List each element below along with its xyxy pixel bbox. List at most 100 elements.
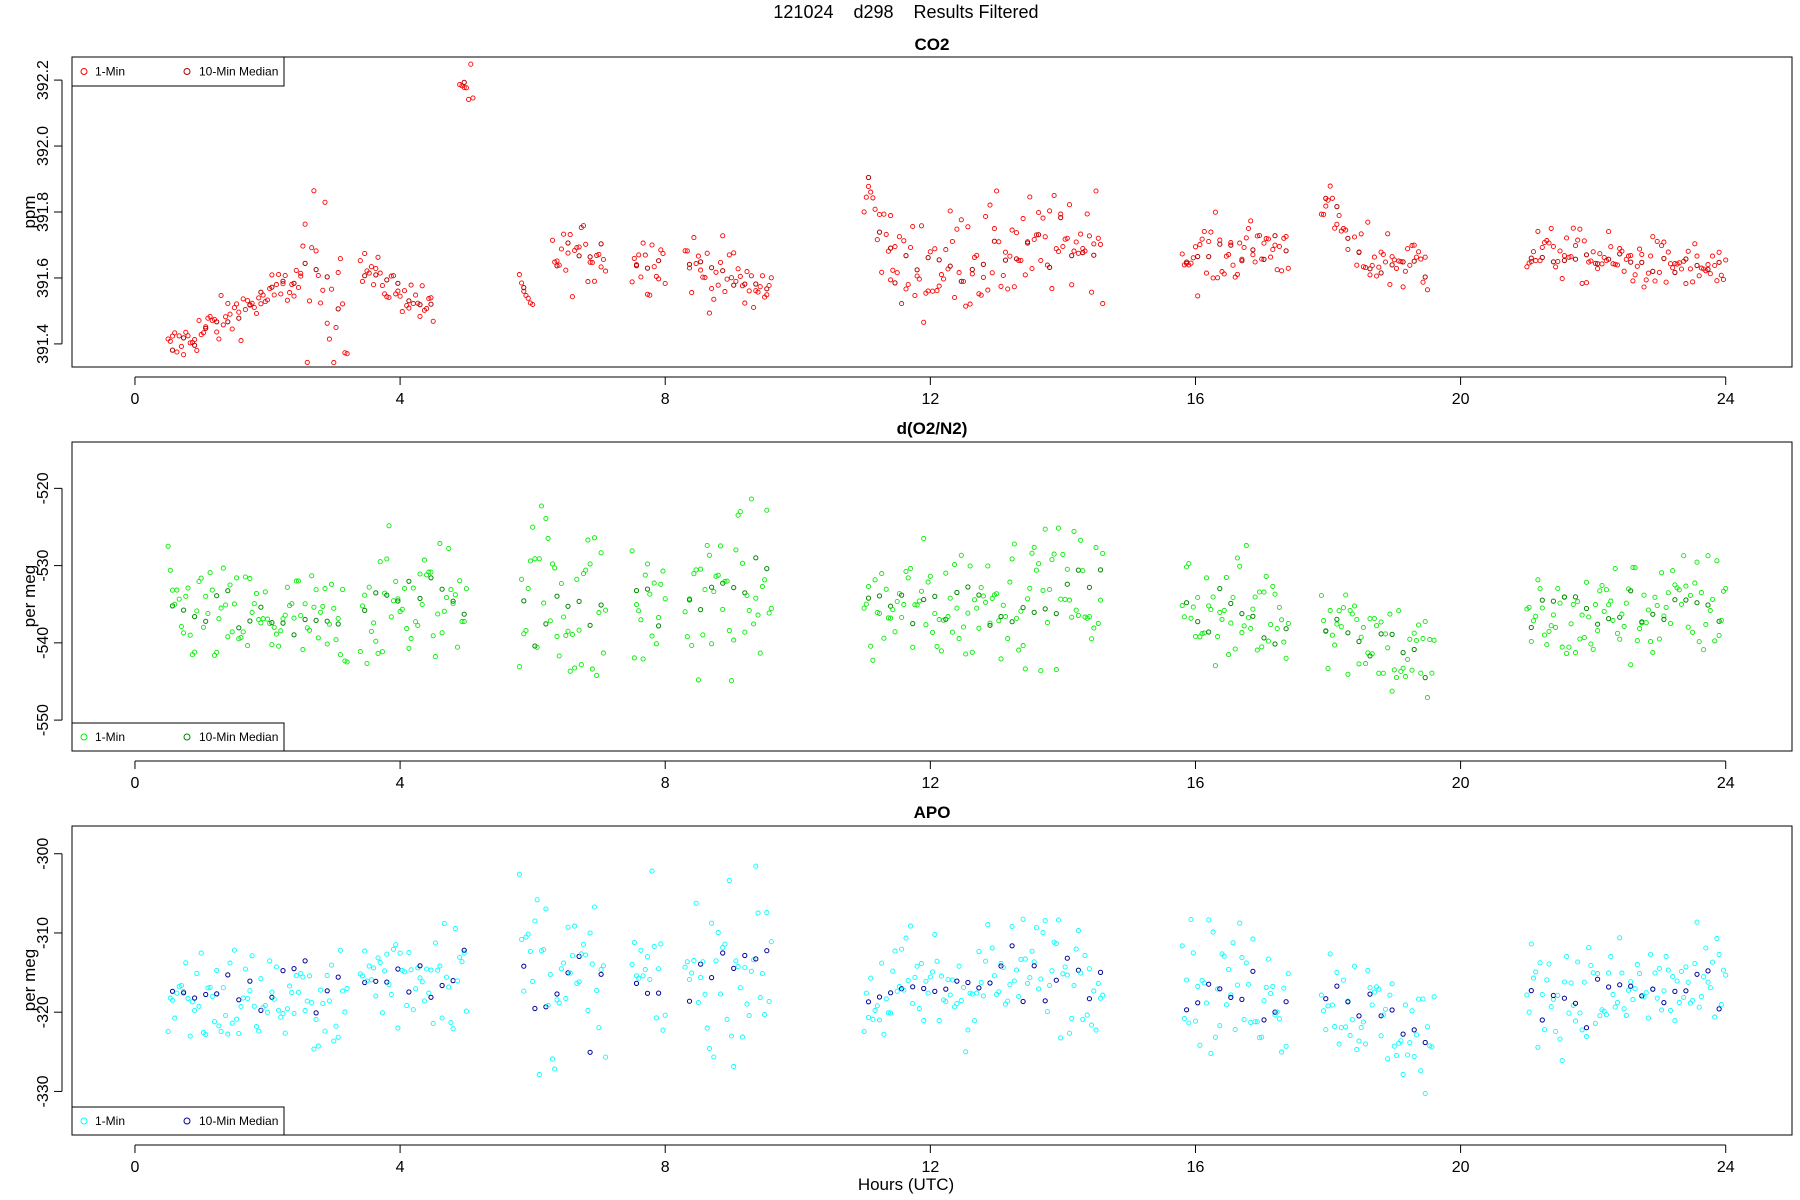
panel-apo: APO per meg 1-Min 10-Min Median 0 4 8 12 16 2… — [20, 803, 1793, 1176]
data-point-1min — [1093, 545, 1099, 551]
data-point-1min — [459, 959, 465, 965]
data-point-1min — [1005, 286, 1011, 292]
data-point-median — [958, 278, 964, 284]
data-point-median — [1053, 977, 1059, 983]
panel-title-do2n2: d(O2/N2) — [897, 419, 968, 438]
data-point-median — [362, 607, 368, 614]
data-point-1min — [1659, 243, 1665, 249]
data-point-1min — [565, 924, 571, 930]
data-point-1min — [298, 273, 304, 279]
data-point-median — [633, 980, 640, 987]
data-point-1min — [253, 310, 260, 317]
panel-co2: CO2 ppm 1-Min 10-Min Median 0 4 8 12 16 20 24 … — [20, 35, 1793, 408]
data-point-1min — [1033, 232, 1039, 238]
data-point-1min — [1011, 978, 1017, 984]
data-point-1min — [1539, 991, 1545, 998]
data-point-1min — [1237, 563, 1243, 569]
data-point-1min — [899, 301, 905, 307]
data-point-1min — [901, 602, 907, 608]
data-point-1min — [1548, 225, 1554, 231]
data-point-1min — [1217, 609, 1223, 615]
data-point-1min — [1325, 1003, 1331, 1009]
data-point-1min — [463, 1008, 469, 1014]
data-point-1min — [311, 188, 317, 194]
data-point-1min — [1564, 650, 1570, 656]
data-point-median — [1217, 586, 1223, 592]
data-point-median — [565, 603, 571, 609]
data-point-1min — [1422, 254, 1428, 260]
data-point-1min — [709, 285, 715, 292]
data-point-1min — [1252, 594, 1258, 600]
data-point-1min — [227, 582, 233, 588]
data-point-median — [876, 229, 883, 235]
data-point-1min — [894, 598, 900, 605]
y-axis-label-co2: ppm — [20, 195, 39, 228]
data-point-1min — [1667, 1007, 1674, 1013]
data-point-1min — [549, 237, 556, 243]
data-point-median — [313, 617, 319, 624]
data-point-1min — [373, 993, 379, 999]
data-point-1min — [1564, 235, 1570, 241]
data-point-1min — [1621, 268, 1627, 274]
data-point-1min — [561, 231, 567, 237]
data-point-1min — [1285, 620, 1291, 627]
plot-frame-co2 — [71, 56, 1793, 368]
data-point-1min — [1252, 1019, 1258, 1025]
y-tick-label: -300 — [35, 838, 52, 870]
data-point-1min — [1281, 639, 1287, 645]
data-point-1min — [576, 979, 582, 985]
data-point-1min — [322, 586, 328, 592]
data-point-1min — [596, 610, 602, 616]
data-point-1min — [194, 608, 200, 614]
data-point-1min — [1020, 216, 1026, 222]
data-point-1min — [1097, 597, 1104, 603]
data-point-1min — [1259, 256, 1265, 262]
data-point-median — [1606, 616, 1612, 622]
data-point-1min — [583, 241, 589, 247]
data-point-1min — [1237, 920, 1243, 926]
data-point-1min — [1380, 1012, 1386, 1018]
data-point-1min — [371, 282, 377, 288]
data-point-1min — [1546, 961, 1552, 967]
data-point-1min — [737, 985, 743, 991]
data-point-1min — [755, 910, 761, 916]
data-point-1min — [443, 974, 450, 980]
data-point-1min — [1210, 929, 1216, 935]
data-point-1min — [726, 252, 732, 258]
data-point-1min — [1374, 623, 1380, 629]
data-point-1min — [408, 967, 414, 973]
data-point-1min — [1628, 662, 1634, 668]
data-point-1min — [989, 270, 995, 276]
data-point-1min — [344, 351, 350, 357]
data-point-1min — [1075, 928, 1081, 934]
data-point-1min — [410, 1007, 416, 1013]
data-point-1min — [1575, 599, 1581, 605]
data-point-1min — [1376, 986, 1382, 992]
data-point-1min — [362, 250, 368, 257]
data-point-1min — [766, 610, 772, 616]
data-point-1min — [1601, 608, 1607, 614]
data-point-1min — [1678, 601, 1685, 607]
data-point-1min — [1716, 632, 1722, 638]
data-point-1min — [640, 240, 646, 246]
data-point-1min — [768, 605, 774, 611]
data-point-1min — [591, 278, 598, 284]
data-point-1min — [872, 206, 878, 212]
data-point-1min — [1400, 284, 1406, 290]
x-tick-label: 0 — [131, 1159, 140, 1176]
data-point-1min — [764, 292, 770, 298]
data-point-1min — [1318, 992, 1324, 998]
data-point-median — [302, 260, 308, 266]
data-point-1min — [1338, 624, 1344, 630]
data-point-1min — [1572, 243, 1579, 249]
data-point-1min — [256, 1028, 262, 1034]
data-point-1min — [452, 592, 458, 598]
data-point-median — [1694, 971, 1700, 977]
data-point-1min — [715, 282, 721, 288]
data-point-1min — [1590, 646, 1596, 652]
data-point-1min — [1707, 985, 1713, 991]
data-point-median — [302, 616, 308, 623]
data-point-1min — [1690, 279, 1696, 285]
data-point-median — [1345, 235, 1351, 241]
data-point-1min — [1670, 974, 1676, 980]
